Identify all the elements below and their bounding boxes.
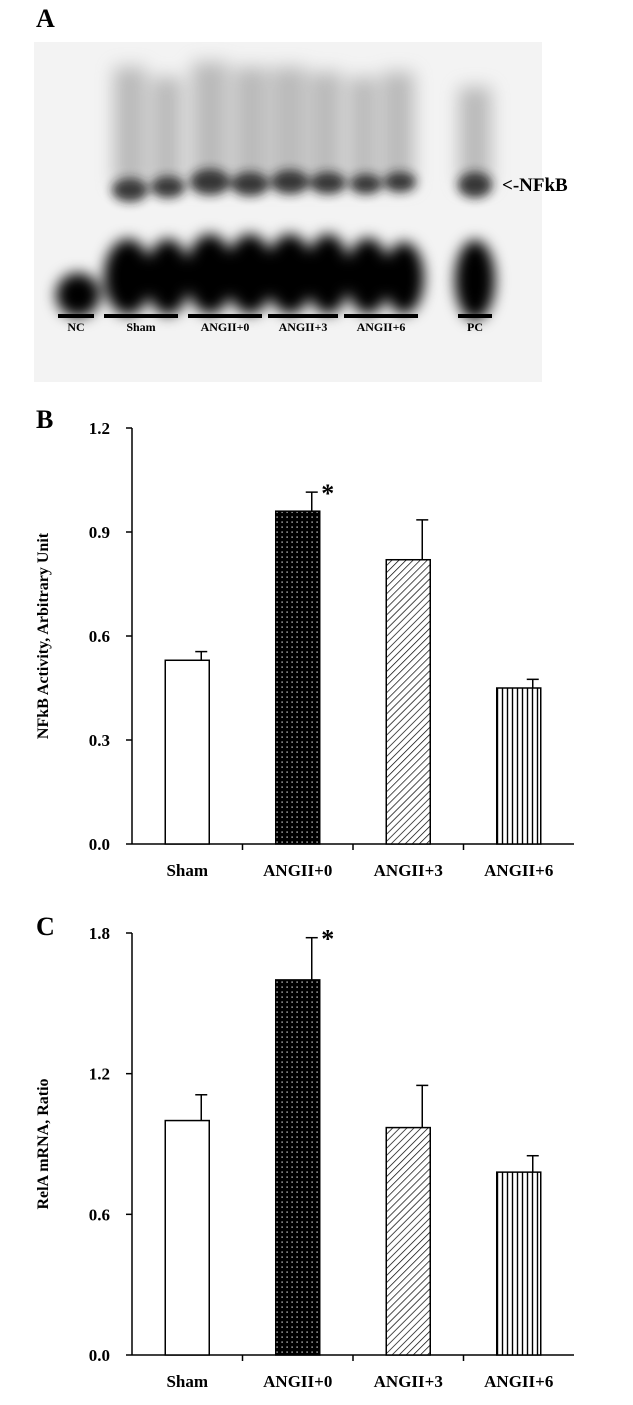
panel-a-letter: A <box>36 4 55 33</box>
significance-star: * <box>321 479 334 508</box>
bar-angii-6 <box>496 687 542 845</box>
y-tick-label: 0.0 <box>89 1346 110 1365</box>
panel-b-letter: B <box>36 405 54 434</box>
x-tick-label-sham: Sham <box>166 1372 208 1391</box>
bar-angii-3 <box>385 558 431 845</box>
x-tick-label-angii-0: ANGII+0 <box>263 1372 332 1391</box>
bar-angii-6 <box>496 1171 542 1356</box>
lane-label-angii-6: ANGII+6 <box>356 320 406 334</box>
lane-label-pc: PC <box>467 320 483 334</box>
x-tick-label-angii-3: ANGII+3 <box>374 861 443 880</box>
y-axis-title: NFkB Activity, Arbitrary Unit <box>35 532 52 739</box>
emsa-gel-image: NC Sham ANGII+0 ANGII+3 ANGII+6 PC <box>34 42 542 382</box>
panel-c-letter: C <box>36 912 55 941</box>
rela-mrna-bar-chart: 0.0 0.6 1.2 1.8 Sham * ANGII+0 ANGII+3 ANGII+6 Re… <box>35 924 574 1391</box>
bar-angii-3 <box>385 1126 431 1356</box>
y-tick-label: 0.9 <box>89 523 110 542</box>
bar-sham <box>164 659 210 845</box>
nfkb-band-label: <-NFkB <box>502 175 568 196</box>
lane-label-angii-3: ANGII+3 <box>278 320 328 334</box>
y-tick-label: 0.3 <box>89 731 110 750</box>
nfkb-activity-bar-chart: 0.0 0.3 0.6 0.9 1.2 Sham * ANGII+0 ANGII+3 ANGII+… <box>35 419 574 880</box>
x-tick-label-angii-6: ANGII+6 <box>484 861 553 880</box>
bar-sham <box>164 1119 210 1356</box>
y-tick-label: 1.2 <box>89 1065 110 1084</box>
y-tick-label: 1.2 <box>89 419 110 438</box>
x-tick-label-angii-3: ANGII+3 <box>374 1372 443 1391</box>
bar-angii-0 <box>275 510 321 845</box>
bar-angii-0 <box>275 979 321 1356</box>
y-tick-label: 0.6 <box>89 627 110 646</box>
significance-star: * <box>321 925 334 954</box>
y-axis-title: RelA mRNA, Ratio <box>35 1078 52 1209</box>
gel-svg <box>34 42 542 382</box>
y-tick-label: 0.0 <box>89 835 110 854</box>
x-tick-label-sham: Sham <box>166 861 208 880</box>
x-tick-label-angii-6: ANGII+6 <box>484 1372 553 1391</box>
lane-label-angii-0: ANGII+0 <box>200 320 250 334</box>
lane-label-sham: Sham <box>126 320 156 334</box>
lane-label-nc: NC <box>67 320 85 334</box>
y-tick-label: 0.6 <box>89 1205 110 1224</box>
y-tick-label: 1.8 <box>89 924 110 943</box>
x-tick-label-angii-0: ANGII+0 <box>263 861 332 880</box>
